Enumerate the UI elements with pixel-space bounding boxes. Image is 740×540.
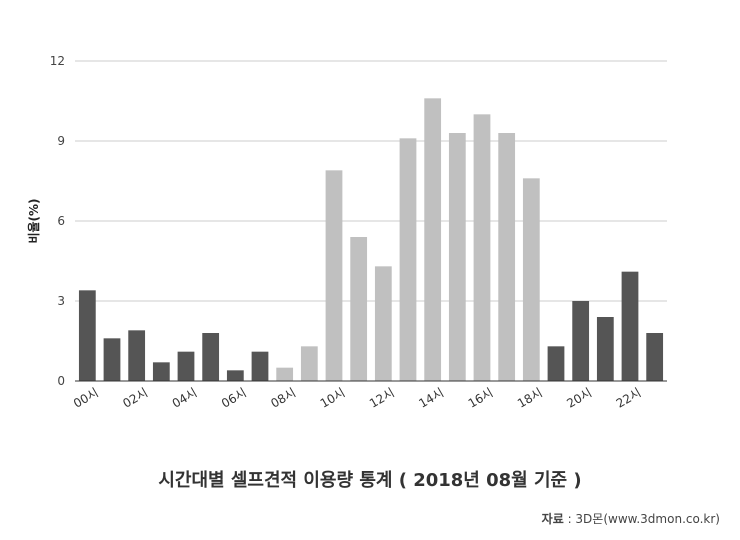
bar-14시 xyxy=(424,98,442,381)
bar-18시 xyxy=(522,178,540,381)
bar-19시 xyxy=(547,346,565,381)
bars xyxy=(78,98,664,381)
bar-chart: 0 3 6 9 12 00시 02시 04시 06시 08시 10시 12시 14시 16시 18시 20시… xyxy=(26,54,667,411)
x-tick-label: 12시 xyxy=(367,385,397,410)
x-tick-label: 16시 xyxy=(466,385,496,410)
source-text: : 3D몬(www.3dmon.co.kr) xyxy=(563,512,720,526)
x-tick-label: 10시 xyxy=(318,385,348,410)
bar-09시 xyxy=(300,346,318,381)
bar-03시 xyxy=(152,362,170,381)
y-tick-label: 9 xyxy=(57,134,65,148)
x-tick-label: 14시 xyxy=(416,385,446,410)
bar-02시 xyxy=(128,330,146,381)
y-tick-label: 6 xyxy=(57,214,65,228)
y-axis-ticks: 0 3 6 9 12 xyxy=(50,54,65,388)
y-axis-label: 비율(%) xyxy=(26,198,41,243)
x-tick-label: 00시 xyxy=(71,385,101,410)
x-tick-label: 04시 xyxy=(170,385,200,410)
bar-12시 xyxy=(374,266,392,381)
bar-22시 xyxy=(621,271,639,381)
x-axis-ticks: 00시 02시 04시 06시 08시 10시 12시 14시 16시 18시 20시 22시 xyxy=(71,385,643,410)
bar-04시 xyxy=(177,351,195,381)
bar-07시 xyxy=(251,351,269,381)
source-note: 자료 : 3D몬(www.3dmon.co.kr) xyxy=(542,510,720,527)
x-tick-label: 22시 xyxy=(614,385,644,410)
x-tick-label: 18시 xyxy=(515,385,545,410)
bar-11시 xyxy=(350,237,368,381)
grid-lines xyxy=(75,60,667,302)
y-tick-label: 3 xyxy=(57,294,65,308)
bar-06시 xyxy=(226,370,244,381)
bar-10시 xyxy=(325,170,343,381)
chart-title: 시간대별 셀프견적 이용량 통계 ( 2018년 08월 기준 ) xyxy=(158,470,582,491)
bar-15시 xyxy=(448,133,466,381)
bar-05시 xyxy=(202,333,220,381)
bar-01시 xyxy=(103,338,121,381)
bar-20시 xyxy=(572,301,590,381)
bar-17시 xyxy=(498,133,516,381)
bar-23시 xyxy=(646,333,664,381)
x-tick-label: 06시 xyxy=(219,385,249,410)
bar-13시 xyxy=(399,138,417,381)
bar-00시 xyxy=(78,290,96,381)
bar-08시 xyxy=(276,367,294,381)
bar-16시 xyxy=(473,114,491,381)
source-label: 자료 xyxy=(541,512,564,526)
x-tick-label: 02시 xyxy=(120,385,150,410)
x-tick-label: 08시 xyxy=(268,385,298,410)
y-tick-label: 0 xyxy=(57,374,65,388)
y-tick-label: 12 xyxy=(50,54,65,68)
x-tick-label: 20시 xyxy=(564,385,594,410)
bar-21시 xyxy=(596,317,614,381)
